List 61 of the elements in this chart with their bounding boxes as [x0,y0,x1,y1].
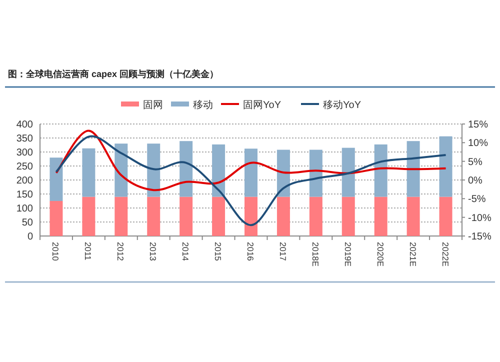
x-tick-label: 2013 [148,242,158,262]
y2-tick-label: 5% [468,156,483,168]
bar [212,144,226,197]
bar [439,196,452,236]
bar [244,148,258,197]
bar [309,150,322,197]
x-tick-label: 2017 [278,242,288,262]
chart-title: 图：全球电信运营商 capex 回顾与预测（十亿美金） [8,69,219,79]
bar [342,148,355,197]
x-tick-label: 2018E [310,242,320,267]
y-tick-label: 250 [16,162,34,172]
y-tick-label: 50 [22,218,34,228]
x-tick-label: 2010 [50,242,61,262]
bar [309,196,322,236]
y2-tick-label: -5% [468,194,486,206]
bar [147,196,160,236]
bar [180,196,193,236]
y-tick-label: 300 [16,148,34,158]
bar [276,196,290,236]
x-tick-label: 2014 [180,242,191,262]
bar [82,148,96,197]
bar [374,196,388,236]
bar [114,144,128,197]
x-tick-label: 2019E [342,242,353,267]
y2-tick-label: -15% [468,232,492,242]
bar [50,158,63,201]
y-tick-label: 0 [27,232,34,242]
line-series [55,135,447,226]
bar [244,196,258,236]
y-tick-label: 200 [16,176,34,186]
x-tick-label: 2020E [375,242,386,267]
x-tick-label: 2022E [440,242,450,267]
y2-tick-label: 10% [468,138,488,150]
bar [82,196,96,236]
legend-label: 移动 [193,99,213,111]
legend-label: 固网YoY [243,100,282,111]
y-tick-label: 100 [16,204,34,214]
y-tick-label: 350 [16,134,34,144]
y-tick-label: 400 [16,120,34,130]
x-tick-label: 2015 [213,242,224,262]
y2-tick-label: 15% [468,120,488,130]
x-tick-label: 2021E [408,242,418,267]
line-series [55,130,447,192]
bar [180,141,193,197]
bar [439,136,452,197]
x-tick-label: 2012 [116,242,126,262]
legend-label: 移动YoY [323,99,362,111]
bar [342,196,355,236]
bar [114,196,128,236]
y2-tick-label: 0% [468,176,483,186]
bar [406,196,420,236]
bar [147,144,160,197]
bar [406,141,420,197]
x-tick-label: 2011 [83,242,94,261]
x-tick-label: 2016 [246,242,256,262]
bar [50,201,63,236]
y2-tick-label: -10% [468,212,492,224]
bar [374,144,388,197]
legend-label: 固网 [143,100,163,111]
y-tick-label: 150 [16,190,34,200]
bar [212,196,226,236]
